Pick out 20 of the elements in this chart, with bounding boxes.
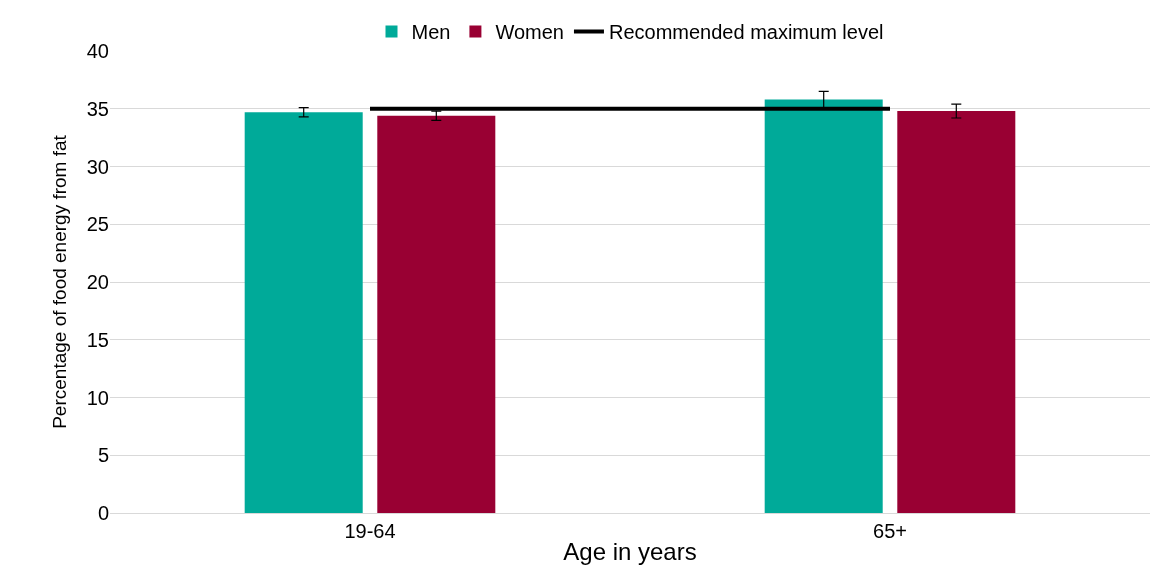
y-tick-label: 10 [86,386,109,409]
x-axis-title: Age in years [563,538,697,566]
legend-label: Recommended maximum level [608,21,884,44]
y-tick-label: 40 [86,40,109,62]
legend-label: Women [495,21,564,44]
bar [244,112,363,513]
y-tick-label: 5 [97,444,109,467]
y-tick-label: 15 [86,328,109,351]
bar [897,111,1016,513]
y-tick-label: 20 [86,271,109,293]
y-axis-title: Percentage of food energy from fat [48,134,70,429]
y-tick-label: 25 [86,213,109,236]
bar [764,99,883,513]
y-tick-label: 35 [86,97,109,120]
bar [377,115,496,513]
y-tick-label: 30 [86,155,109,178]
y-tick-label: 0 [97,502,109,524]
legend-label: Men [411,21,451,44]
x-tick-label: 65+ [873,520,907,542]
x-tick-label: 19-64 [344,520,396,542]
